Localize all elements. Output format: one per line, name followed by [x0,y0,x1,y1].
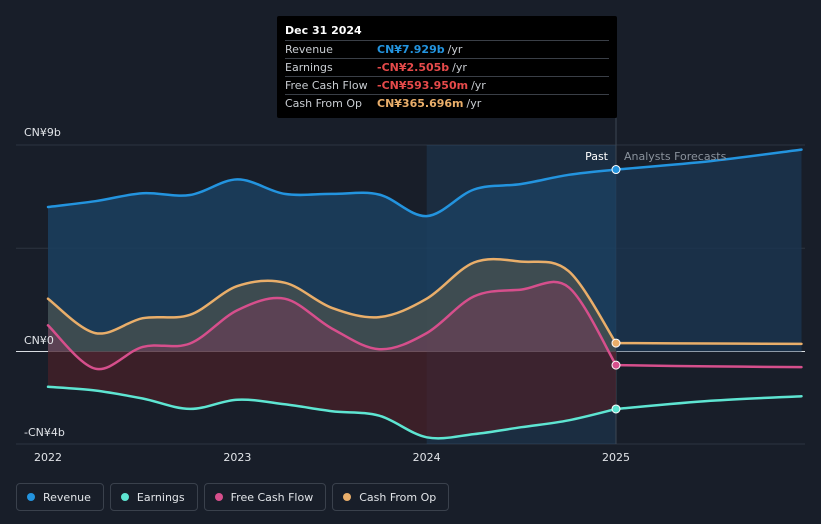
cash-from-op-marker [611,338,621,348]
tooltip-unit: /yr [452,61,467,74]
cash-from-op-forecast-line [614,341,803,346]
tooltip-row-revenue: Revenue CN¥7.929b /yr [285,41,609,59]
tooltip-row-earnings: Earnings -CN¥2.505b /yr [285,59,609,77]
legend-item-earnings[interactable]: Earnings [109,483,198,511]
tooltip-unit: /yr [471,79,486,92]
legend-dot-icon [214,493,223,501]
y-axis-label: CN¥9b [24,126,61,139]
cash-from-op-line [46,257,618,345]
tooltip-value: -CN¥593.950m [377,79,469,92]
legend-dot-icon [120,493,129,501]
legend-label: Earnings [136,490,185,504]
tooltip-unit: /yr [466,97,482,110]
revenue-marker [611,165,621,175]
revenue-forecast-area [616,149,802,352]
earnings-forecast-line [614,394,803,411]
free-cash-flow-area [48,281,616,370]
free-cash-flow-line [46,280,618,371]
legend-label: Free Cash Flow [230,490,314,504]
legend-item-revenue[interactable]: Revenue [16,483,104,511]
tooltip-label: Cash From Op [285,97,363,110]
legend-dot-icon [343,493,352,501]
x-axis-tick-label: 2024 [413,451,441,464]
tooltip-value: CN¥365.696m [377,97,464,110]
free-cash-flow-marker [611,360,621,370]
tooltip-value: -CN¥2.505b [377,61,450,74]
hover-tooltip: Dec 31 2024 Revenue CN¥7.929b /yr Earnin… [277,16,617,118]
earnings-marker [611,404,621,414]
earnings-line [46,385,618,440]
tooltip-row-cash-from-op: Cash From Op CN¥365.696m /yr [285,95,609,112]
legend-dot-icon [27,493,35,501]
x-axis-tick-label: 2023 [223,451,251,464]
y-axis-label: CN¥0 [24,334,54,347]
tooltip-label: Free Cash Flow [285,79,368,92]
free-cash-flow-forecast-line [614,363,803,369]
legend-label: Revenue [43,490,91,504]
revenue-forecast-line [614,148,803,171]
legend-item-cash-from-op[interactable]: Cash From Op [332,483,450,511]
tooltip-label: Revenue [285,43,333,56]
revenue-line [46,168,618,218]
tooltip-unit: /yr [447,43,463,56]
tooltip-label: Earnings [285,61,333,74]
legend-item-free-cash-flow[interactable]: Free Cash Flow [203,483,327,511]
x-axis-tick-label: 2025 [602,451,630,464]
analysts-forecasts-label: Analysts Forecasts [624,150,727,163]
x-axis-tick-label: 2022 [34,451,62,464]
past-label: Past [585,150,609,163]
legend-label: Cash From Op [359,490,437,504]
y-axis-label: -CN¥4b [24,426,65,439]
earnings-area [48,351,616,439]
tooltip-value: CN¥7.929b [377,43,445,56]
tooltip-row-free-cash-flow: Free Cash Flow -CN¥593.950m /yr [285,77,609,95]
tooltip-date: Dec 31 2024 [285,22,609,41]
chart-legend: Revenue Earnings Free Cash Flow Cash Fro… [16,483,450,511]
